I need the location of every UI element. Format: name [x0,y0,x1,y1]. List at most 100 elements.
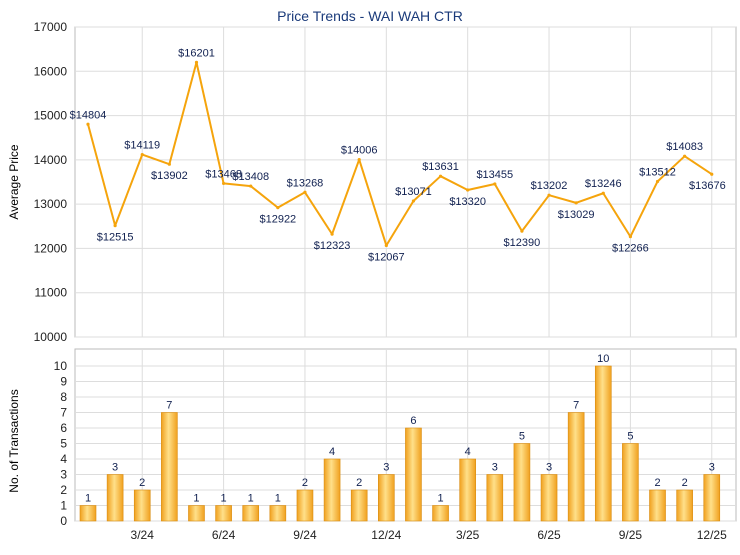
x-tick-label: 9/24 [293,528,317,542]
transaction-bar-label: 1 [221,493,227,505]
price-point-label: $12922 [259,214,296,226]
transaction-bar [269,505,287,522]
price-line [87,61,713,247]
x-axis-ticks: 3/24 6/24 9/24 12/24 3/25 6/25 9/25 12/25 [131,528,728,542]
transactions-y-tick-label: 7 [60,406,67,420]
transaction-bar [106,474,124,522]
price-point [330,232,334,236]
price-point-label: $14083 [666,141,703,153]
transaction-bar-label: 3 [112,462,118,474]
price-point-label: $13268 [287,177,324,189]
transactions-y-ticks: 01 23 45 67 89 10 [54,359,68,528]
price-point [601,191,605,195]
transaction-bar-label: 3 [709,462,715,474]
transaction-bar-label: 2 [654,477,660,489]
price-point-label: $13512 [639,166,676,178]
price-point-label: $13320 [449,196,486,208]
transaction-bar-label: 7 [166,400,172,412]
price-point-label: $13676 [689,180,726,192]
transaction-bar-label: 3 [492,462,498,474]
price-point [140,152,144,157]
price-point [574,201,578,205]
transaction-bar [215,505,232,522]
transaction-bar [676,489,693,522]
transaction-bar-label: 2 [356,477,362,489]
transaction-bar [432,505,449,522]
transaction-bar-label: 3 [383,462,389,474]
transaction-bar [350,489,368,522]
transaction-bar [459,458,476,522]
price-y-tick-label: 12000 [34,241,68,255]
transactions-y-tick-label: 9 [60,375,67,389]
transaction-bar-label: 1 [275,493,281,505]
transaction-bar-label: 10 [597,353,609,365]
transaction-bar [513,443,531,522]
price-point [303,190,307,194]
transaction-bar-labels: 1 3 2 7 1 1 1 1 2 4 2 3 6 1 4 3 5 3 7 10 5 2 2 3 [85,353,715,505]
price-point-label: $13071 [395,186,432,198]
transaction-bar [486,474,504,522]
transaction-bar-label: 5 [519,431,525,443]
transaction-bar [161,412,178,522]
price-point [547,193,551,197]
transaction-bar-label: 4 [329,446,335,458]
price-point [357,157,361,162]
x-tick-label: 3/25 [456,528,480,542]
transaction-bar [133,489,151,522]
price-point-label: $13468 [205,168,242,180]
price-point-label: $14804 [70,109,107,121]
transactions-y-tick-label: 3 [60,468,67,482]
price-point-label: $12323 [314,240,351,252]
price-y-tick-label: 10000 [34,330,68,344]
transaction-bar [405,427,422,522]
transaction-bar-label: 7 [573,400,579,412]
price-y-tick-label: 15000 [34,109,68,123]
transaction-bar [567,412,585,522]
transactions-y-axis-label: No. of Transactions [7,389,21,492]
price-point [384,243,388,248]
transaction-bar [188,505,205,522]
x-tick-label: 3/24 [131,528,155,542]
price-point [222,181,226,186]
transaction-bar [594,365,612,522]
price-point-label: $13902 [151,170,188,182]
price-panel-frame [74,26,737,338]
price-point-labels: $14804$12515$14119$13902$16201$13468$134… [70,47,726,263]
transaction-bar [378,474,395,522]
price-point [628,235,633,239]
price-point-label: $13455 [476,169,513,181]
price-y-tick-label: 14000 [34,153,68,167]
x-tick-label: 6/24 [212,528,236,542]
price-y-tick-label: 16000 [34,64,68,78]
transactions-y-tick-label: 1 [60,499,67,513]
transaction-bar [242,505,260,522]
transaction-bars [79,365,721,522]
price-point-label: $12067 [368,251,405,263]
transactions-y-tick-label: 6 [60,421,67,435]
transaction-bar-label: 1 [193,493,199,505]
price-point-label: $14119 [124,140,160,152]
price-y-tick-label: 11000 [35,286,68,300]
transactions-y-tick-label: 8 [60,390,67,404]
price-y-axis-label: Average Price [7,144,21,219]
transaction-bar-label: 2 [302,477,308,489]
price-y-ticks: 10000 11000 12000 13000 14000 15000 16000 17000 [34,20,68,344]
transaction-bar-label: 5 [627,431,633,443]
transaction-bar-label: 4 [465,446,471,458]
transaction-bar [540,474,558,522]
transaction-bar [703,474,721,522]
price-point-label: $13029 [558,209,595,221]
x-tick-label: 6/25 [537,528,561,542]
transactions-y-tick-label: 10 [54,359,68,373]
price-point [411,199,416,203]
price-line-layer [86,60,714,248]
price-point [113,224,117,228]
price-point [276,205,280,210]
transaction-bar [79,505,97,522]
price-point-label: $13246 [585,178,622,190]
price-point-label: $13202 [531,180,568,192]
price-point-label: $13631 [422,161,459,173]
x-tick-label: 12/25 [697,528,727,542]
price-point-label: $12266 [612,243,649,255]
